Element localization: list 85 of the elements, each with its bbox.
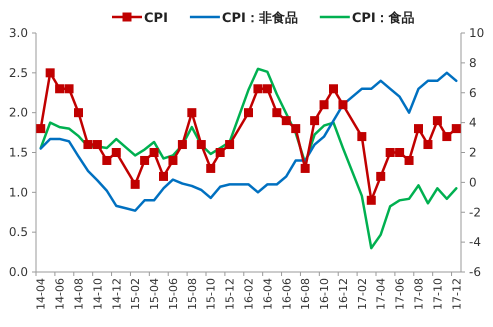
- point: [140, 156, 150, 165]
- x-tick-label: 16-02: [242, 278, 256, 310]
- x-tick-label: 16-12: [336, 278, 350, 310]
- legend-label: CPI: [144, 11, 168, 26]
- point: [216, 148, 225, 157]
- y-tick-label: 0.0: [8, 265, 28, 279]
- x-tick-label: 14-06: [54, 278, 67, 310]
- point: [386, 148, 395, 157]
- x-tick-label: 17-10: [431, 278, 444, 310]
- x-tick-label: 15-08: [186, 278, 199, 310]
- point: [225, 140, 234, 150]
- point: [272, 108, 282, 118]
- x-tick-label: 16-04: [261, 278, 274, 310]
- y-tick-label: 1.0: [8, 185, 28, 200]
- y-tick-label: 0.5: [8, 225, 28, 240]
- x-tick-label: 17-06: [394, 278, 407, 310]
- y2-tick-label: -2: [469, 205, 481, 220]
- point: [112, 148, 121, 157]
- point: [395, 148, 404, 157]
- point: [329, 84, 338, 94]
- x-tick-label: 16-06: [280, 278, 294, 310]
- x-tick-label: 17-02: [356, 278, 369, 310]
- x-tick-label: 15-12: [224, 278, 237, 310]
- y2-tick-label: 6: [469, 86, 477, 100]
- x-tick-label: 15-10: [204, 278, 218, 310]
- x-tick-label: 17-04: [374, 278, 388, 310]
- x-tick-label: 14-08: [72, 278, 86, 310]
- x-tick-label: 16-10: [318, 278, 332, 310]
- point: [357, 132, 366, 142]
- y2-tick-label: 4: [469, 116, 477, 130]
- y2-tick-label: 8: [469, 56, 477, 70]
- point: [74, 108, 83, 118]
- point: [83, 140, 92, 150]
- x-tick-label: 15-02: [129, 278, 142, 310]
- point: [452, 124, 461, 134]
- legend-label: CPI：非食品: [222, 11, 298, 26]
- point: [262, 84, 272, 94]
- point: [253, 84, 262, 94]
- point: [150, 148, 159, 157]
- x-tick-label: 14-12: [110, 278, 124, 310]
- y-tick-label: 2.5: [8, 66, 28, 80]
- point: [414, 124, 423, 134]
- y2-tick-label: -6: [469, 265, 481, 279]
- y2-tick-label: -4: [469, 235, 481, 250]
- point: [404, 156, 414, 165]
- x-tick-label: 14-04: [34, 278, 48, 310]
- legend-label: CPI：食品: [352, 11, 415, 26]
- y-tick-label: 2.0: [8, 106, 28, 120]
- point: [130, 180, 140, 189]
- point: [102, 156, 112, 165]
- point: [442, 132, 452, 142]
- point: [300, 164, 310, 173]
- y2-tick-label: 10: [469, 26, 484, 40]
- point: [64, 84, 74, 94]
- y2-tick-label: 2: [469, 146, 477, 160]
- point: [187, 108, 196, 118]
- y-tick-label: 3.0: [8, 26, 28, 40]
- x-tick-label: 14-10: [91, 278, 104, 310]
- point: [36, 124, 46, 134]
- point: [291, 124, 300, 134]
- point: [244, 108, 253, 118]
- point: [376, 172, 386, 181]
- point: [282, 116, 291, 126]
- y2-tick-label: 0: [469, 175, 477, 190]
- point: [55, 84, 64, 94]
- x-tick-label: 17-08: [412, 278, 426, 310]
- point: [46, 68, 55, 78]
- point: [338, 100, 348, 110]
- point: [159, 172, 168, 181]
- point: [320, 100, 329, 110]
- y-tick-label: 1.5: [8, 146, 28, 160]
- x-tick-label: 17-12: [450, 278, 464, 310]
- x-tick-label: 15-06: [166, 278, 180, 310]
- x-tick-label: 15-04: [148, 278, 162, 310]
- x-tick-label: 16-08: [299, 278, 312, 310]
- point: [432, 116, 442, 126]
- point: [206, 164, 216, 173]
- line-series: [39, 68, 458, 250]
- point: [178, 140, 187, 150]
- point: [310, 116, 320, 126]
- point: [423, 140, 432, 150]
- point: [92, 140, 102, 150]
- point: [366, 196, 376, 205]
- point: [168, 156, 178, 165]
- point: [196, 140, 206, 150]
